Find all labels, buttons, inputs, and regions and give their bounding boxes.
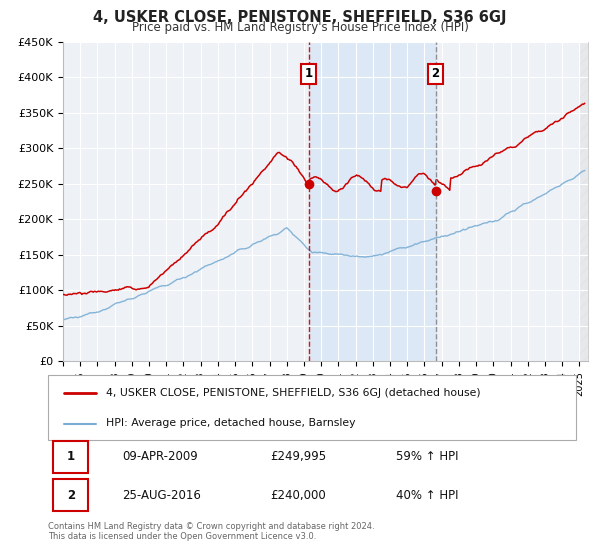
Text: £240,000: £240,000	[270, 488, 326, 502]
FancyBboxPatch shape	[48, 375, 576, 440]
FancyBboxPatch shape	[53, 441, 88, 473]
Text: 40% ↑ HPI: 40% ↑ HPI	[397, 488, 459, 502]
Text: £249,995: £249,995	[270, 450, 326, 464]
Text: 1: 1	[305, 67, 313, 81]
Text: Contains HM Land Registry data © Crown copyright and database right 2024.
This d: Contains HM Land Registry data © Crown c…	[48, 522, 374, 542]
Text: 4, USKER CLOSE, PENISTONE, SHEFFIELD, S36 6GJ: 4, USKER CLOSE, PENISTONE, SHEFFIELD, S3…	[93, 10, 507, 25]
Text: 59% ↑ HPI: 59% ↑ HPI	[397, 450, 459, 464]
Bar	[308, 42, 436, 361]
FancyBboxPatch shape	[53, 479, 88, 511]
Text: HPI: Average price, detached house, Barnsley: HPI: Average price, detached house, Barn…	[106, 418, 356, 428]
Text: 4, USKER CLOSE, PENISTONE, SHEFFIELD, S36 6GJ (detached house): 4, USKER CLOSE, PENISTONE, SHEFFIELD, S3…	[106, 388, 481, 398]
Text: 1: 1	[67, 450, 75, 464]
Text: 2: 2	[431, 67, 440, 81]
Text: 09-APR-2009: 09-APR-2009	[122, 450, 197, 464]
Text: 25-AUG-2016: 25-AUG-2016	[122, 488, 201, 502]
Text: 2: 2	[67, 488, 75, 502]
Bar	[580, 42, 588, 361]
Text: Price paid vs. HM Land Registry's House Price Index (HPI): Price paid vs. HM Land Registry's House …	[131, 21, 469, 34]
